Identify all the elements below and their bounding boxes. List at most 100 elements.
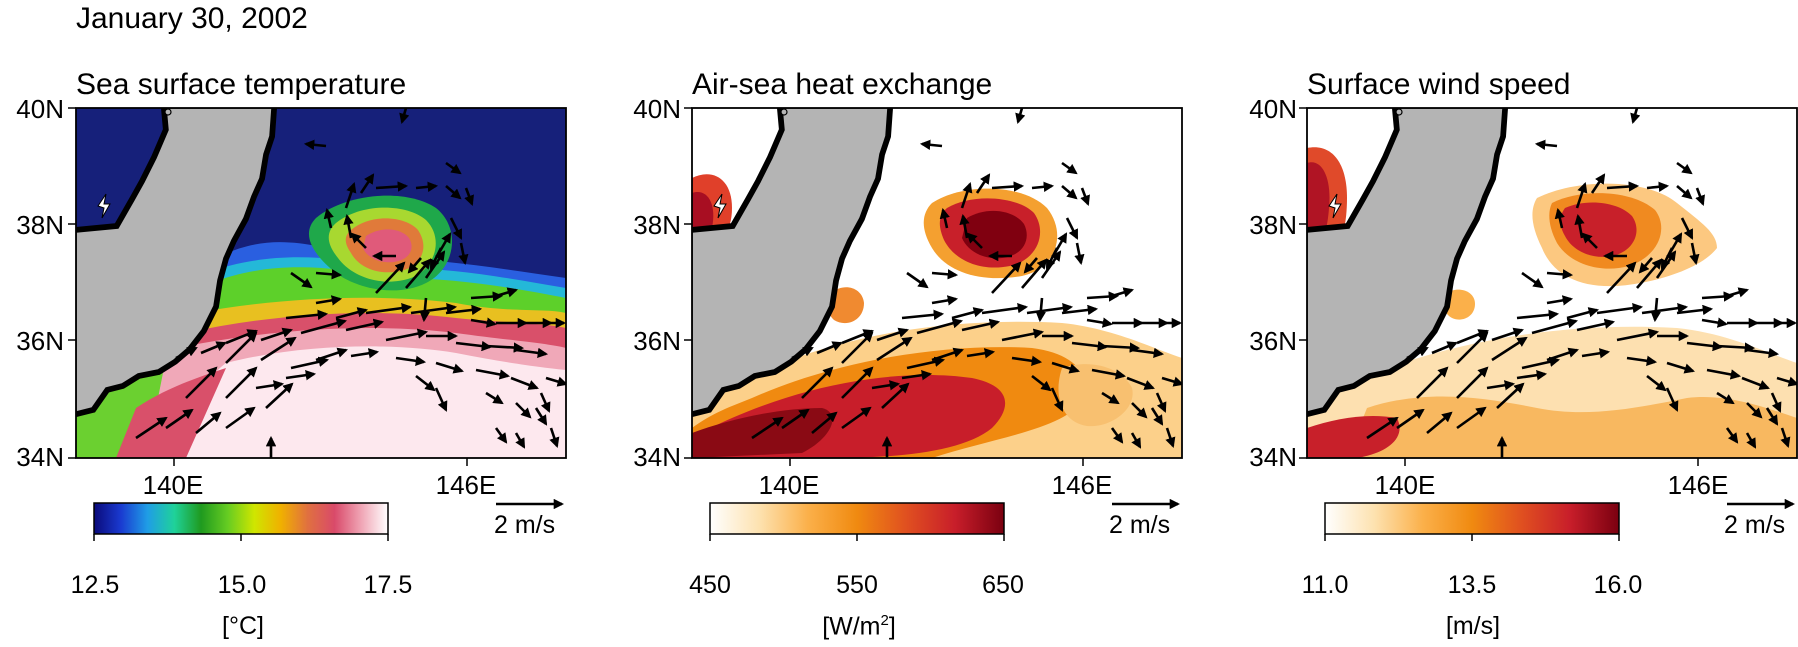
wind-vector xyxy=(464,187,474,206)
wind-vector xyxy=(395,355,427,366)
wind-vector xyxy=(1546,269,1574,280)
panel-title-wind: Surface wind speed xyxy=(1307,68,1571,101)
wind-vector xyxy=(1780,427,1791,448)
heat-region xyxy=(692,408,833,458)
wind-vector xyxy=(801,366,834,399)
wind-vector xyxy=(1521,271,1544,289)
colorbar-unit: [m/s] xyxy=(1445,612,1501,640)
map-panel xyxy=(68,107,567,466)
wind-vector xyxy=(876,336,913,362)
colorbar-unit: [°C] xyxy=(222,612,264,640)
map-frame xyxy=(1306,107,1798,459)
wind-vector xyxy=(906,356,946,370)
wind-vector xyxy=(260,327,293,342)
wind-vector xyxy=(1746,402,1763,419)
wind-vector xyxy=(1131,402,1148,419)
wind-vector xyxy=(1741,376,1770,390)
wind-region xyxy=(1307,416,1400,458)
wind-vector xyxy=(315,347,348,362)
wind-vector xyxy=(1566,307,1600,320)
wind-vector xyxy=(981,302,1029,315)
wind-vector xyxy=(1150,407,1164,426)
panel-title-sst: Sea surface temperature xyxy=(76,68,407,101)
lake xyxy=(713,193,727,219)
colorbar xyxy=(1324,502,1620,535)
wind-vector xyxy=(751,416,784,440)
warm-region xyxy=(176,346,566,458)
x-tick-label: 140E xyxy=(1374,470,1436,500)
wind-vector xyxy=(1665,232,1683,259)
colorbar-unit: [W/m2] xyxy=(822,612,896,641)
wind-vector xyxy=(375,261,406,294)
wind-vector xyxy=(1516,309,1560,321)
wind-vector xyxy=(1061,304,1099,316)
wind-vector xyxy=(1606,181,1640,192)
colorbar-tick: 11.0 xyxy=(1301,571,1349,599)
wind-vector xyxy=(1456,331,1489,364)
wind-vector xyxy=(1021,258,1048,289)
wind-vector xyxy=(1676,304,1714,316)
wind-vector xyxy=(135,416,168,440)
wind-vector xyxy=(1491,336,1528,362)
land-mass xyxy=(692,108,889,413)
wind-vector xyxy=(1665,387,1679,412)
wind-vector xyxy=(545,376,566,387)
wind-vector xyxy=(1416,366,1449,399)
wind-vector xyxy=(1131,347,1165,359)
wind-vector xyxy=(345,318,385,332)
wind-vector xyxy=(405,258,432,289)
wind-vector xyxy=(514,432,526,449)
colorbar-tick: 17.5 xyxy=(363,571,413,599)
y-tick-label: 36N xyxy=(1249,326,1297,356)
wind-vector xyxy=(916,318,964,335)
wind-vector xyxy=(1431,341,1458,355)
colorbar-tick: 15.0 xyxy=(217,571,267,599)
wind-vector xyxy=(435,361,464,374)
wind-vector xyxy=(290,356,330,370)
wind-vector xyxy=(1426,411,1453,434)
map-field xyxy=(76,108,566,458)
wind-vector xyxy=(791,346,814,360)
wind-vector xyxy=(1126,376,1155,390)
wind-vector xyxy=(1531,318,1579,335)
map-field xyxy=(692,108,1182,458)
wind-vector xyxy=(1581,232,1598,249)
wind-vector xyxy=(1776,376,1797,387)
wind-vector xyxy=(225,366,258,399)
x-tick-label: 146E xyxy=(1051,470,1113,500)
wind-vector xyxy=(1065,217,1079,240)
wind-vector xyxy=(285,370,317,381)
wind-vector xyxy=(1575,182,1588,209)
wind-vector xyxy=(1023,257,1038,274)
wind-scale-label: 2 m/s xyxy=(1724,511,1786,539)
wind-vector xyxy=(195,411,222,434)
island xyxy=(164,108,172,116)
wind-vector xyxy=(1676,161,1693,175)
wind-vector xyxy=(1680,217,1694,240)
wind-vector xyxy=(1026,302,1074,315)
wind-vector xyxy=(1061,185,1078,200)
wind-vector xyxy=(385,328,429,342)
wind-vector xyxy=(300,318,348,335)
wind-vector xyxy=(1486,380,1516,391)
wind-vector xyxy=(415,181,439,193)
wind-vector xyxy=(816,341,843,355)
wind-vector xyxy=(1111,287,1134,298)
wind-vector xyxy=(919,139,943,151)
wind-vector xyxy=(951,307,985,320)
x-tick-label: 140E xyxy=(142,470,204,500)
wind-region xyxy=(1347,396,1797,458)
wind-vector xyxy=(303,139,327,151)
wind-vector xyxy=(1040,250,1062,279)
wind-vector xyxy=(539,392,551,413)
map-panel xyxy=(1299,107,1798,466)
wind-vector xyxy=(931,269,959,280)
wind-vector xyxy=(485,391,504,405)
wind-vector xyxy=(901,370,933,381)
wind-vector xyxy=(1031,374,1052,392)
wind-vector xyxy=(470,291,504,302)
wind-vector xyxy=(966,348,996,359)
y-tick-label: 40N xyxy=(633,94,681,124)
wind-vector xyxy=(1746,347,1780,359)
wind-vector xyxy=(1655,250,1677,279)
